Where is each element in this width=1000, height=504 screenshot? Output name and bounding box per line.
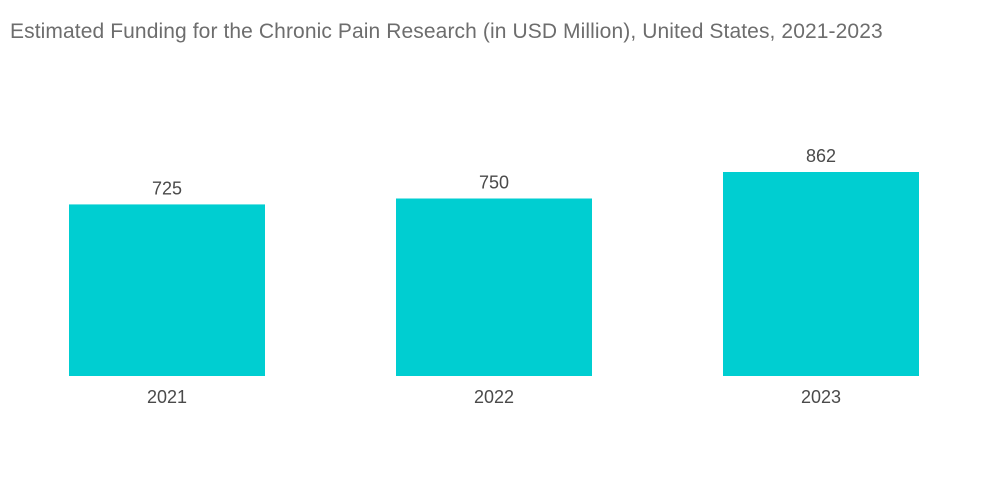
bar-2023 [723, 172, 919, 376]
x-tick-label-2023: 2023 [801, 387, 841, 407]
bars-layer [69, 172, 919, 376]
chart-title: Estimated Funding for the Chronic Pain R… [10, 20, 883, 43]
value-label-2023: 862 [806, 146, 836, 166]
bar-2021 [69, 204, 265, 376]
bar-2022 [396, 198, 592, 376]
value-label-2022: 750 [479, 173, 509, 193]
x-tick-label-2021: 2021 [147, 387, 187, 407]
value-labels-layer: 725 750 862 [152, 146, 836, 198]
x-tick-label-2022: 2022 [474, 387, 514, 407]
value-label-2021: 725 [152, 178, 182, 198]
x-axis-tick-labels: 2021 2022 2023 [147, 387, 841, 407]
